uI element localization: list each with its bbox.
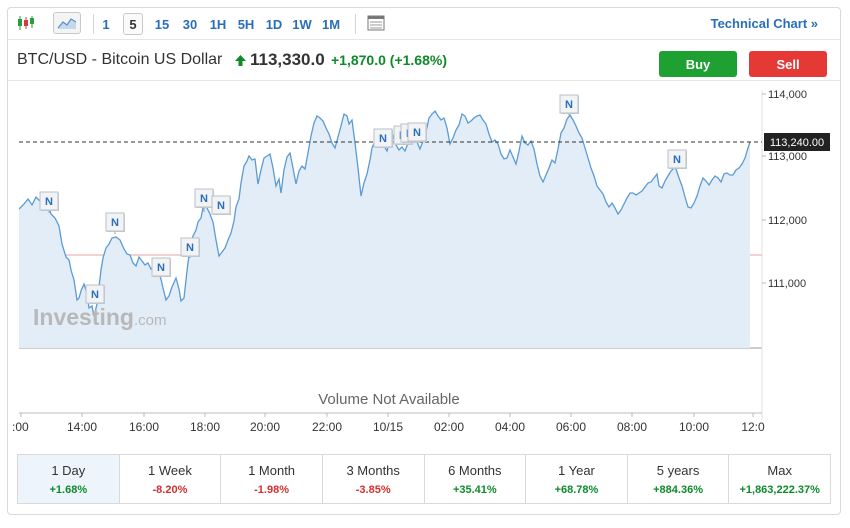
- x-tick-label: 18:00: [190, 420, 220, 434]
- interval-1d[interactable]: 1D: [265, 16, 283, 32]
- current-price-label: 113,240.00: [770, 137, 824, 149]
- y-tick-label: 114,000: [768, 89, 807, 101]
- period-1-day[interactable]: 1 Day +1.68%: [18, 455, 120, 503]
- period-6-months[interactable]: 6 Months +35.41%: [425, 455, 527, 503]
- arrow-up-icon: [235, 53, 246, 71]
- chart-widget: 1 5 15 30 1H 5H 1D 1W 1M Technical Chart…: [7, 7, 841, 515]
- last-price: 113,330.0: [250, 50, 325, 69]
- technical-chart-link[interactable]: Technical Chart »: [710, 16, 818, 31]
- area-chart-icon[interactable]: [53, 12, 81, 34]
- interval-1[interactable]: 1: [102, 16, 110, 32]
- y-tick-label: 112,000: [768, 215, 807, 227]
- x-tick-label: 20:00: [250, 420, 280, 434]
- x-tick-label: 04:00: [495, 420, 525, 434]
- y-tick-label: 113,000: [768, 151, 807, 163]
- x-tick-label: 10:00: [679, 420, 709, 434]
- x-tick-label: 02:00: [434, 420, 464, 434]
- period-1-year[interactable]: 1 Year +68.78%: [526, 455, 628, 503]
- interval-30[interactable]: 30: [182, 16, 198, 32]
- news-marker[interactable]: N: [211, 195, 231, 215]
- interval-1m[interactable]: 1M: [321, 16, 341, 32]
- y-tick-label: 111,000: [768, 278, 806, 290]
- instrument-name: BTC/USD - Bitcoin US Dollar: [17, 51, 223, 68]
- news-marker[interactable]: N: [151, 257, 171, 277]
- price-change: +1,870.0 (+1.68%): [331, 52, 447, 68]
- x-tick-label: :00: [12, 420, 29, 434]
- news-marker-label: N: [217, 200, 225, 212]
- performance-periods: 1 Day +1.68% 1 Week -8.20% 1 Month -1.98% 3…: [17, 454, 831, 504]
- interval-5[interactable]: 5: [123, 13, 143, 35]
- news-marker[interactable]: N: [194, 188, 214, 212]
- period-3-months[interactable]: 3 Months -3.85%: [323, 455, 425, 503]
- period-5-years[interactable]: 5 years +884.36%: [628, 455, 730, 503]
- sell-button[interactable]: Sell: [749, 51, 827, 77]
- period-1-week[interactable]: 1 Week -8.20%: [120, 455, 222, 503]
- news-marker[interactable]: N: [407, 122, 427, 142]
- news-marker-label: N: [673, 154, 681, 166]
- news-marker-label: N: [413, 127, 421, 139]
- news-marker-label: N: [379, 133, 387, 145]
- x-tick-label: 12:0: [741, 420, 765, 434]
- x-tick-label: 14:00: [67, 420, 97, 434]
- news-marker[interactable]: N: [667, 149, 687, 169]
- price-area: [19, 111, 750, 348]
- x-tick-label: 16:00: [129, 420, 159, 434]
- news-marker[interactable]: N: [180, 237, 200, 258]
- interval-1w[interactable]: 1W: [292, 16, 312, 32]
- news-marker[interactable]: N: [373, 128, 393, 148]
- news-marker-label: N: [91, 289, 99, 301]
- interval-15[interactable]: 15: [154, 16, 170, 32]
- x-tick-label: 10/15: [373, 420, 403, 434]
- candlestick-icon[interactable]: [14, 12, 38, 34]
- period-1-month[interactable]: 1 Month -1.98%: [221, 455, 323, 503]
- instrument-header: BTC/USD - Bitcoin US Dollar 113,330.0 +1…: [8, 41, 840, 81]
- interval-5h[interactable]: 5H: [237, 16, 255, 32]
- chart-toolbar: 1 5 15 30 1H 5H 1D 1W 1M Technical Chart…: [8, 8, 840, 40]
- news-marker-label: N: [45, 196, 53, 208]
- x-tick-label: 22:00: [312, 420, 342, 434]
- buy-button[interactable]: Buy: [659, 51, 737, 77]
- news-marker-label: N: [200, 193, 208, 205]
- watermark-logo: Investing.com: [33, 304, 166, 330]
- x-tick-label: 08:00: [617, 420, 647, 434]
- news-marker[interactable]: N: [39, 191, 59, 213]
- volume-unavailable-text: Volume Not Available: [318, 391, 459, 408]
- news-marker[interactable]: N: [105, 212, 125, 234]
- news-marker-label: N: [157, 262, 165, 274]
- news-marker-label: N: [186, 242, 194, 254]
- price-line: [19, 109, 751, 317]
- news-marker[interactable]: N: [559, 94, 579, 115]
- news-marker-label: N: [565, 99, 573, 111]
- x-tick-label: 06:00: [556, 420, 586, 434]
- price-chart[interactable]: Investing.com 114,000 113,000 112,000 11…: [8, 8, 840, 448]
- table-icon[interactable]: [364, 12, 388, 34]
- current-price-tag: 113,240.00: [764, 133, 830, 151]
- interval-1h[interactable]: 1H: [209, 16, 227, 32]
- news-marker-label: N: [111, 217, 119, 229]
- period-max[interactable]: Max +1,863,222.37%: [739, 462, 820, 496]
- news-marker[interactable]: N: [85, 284, 105, 304]
